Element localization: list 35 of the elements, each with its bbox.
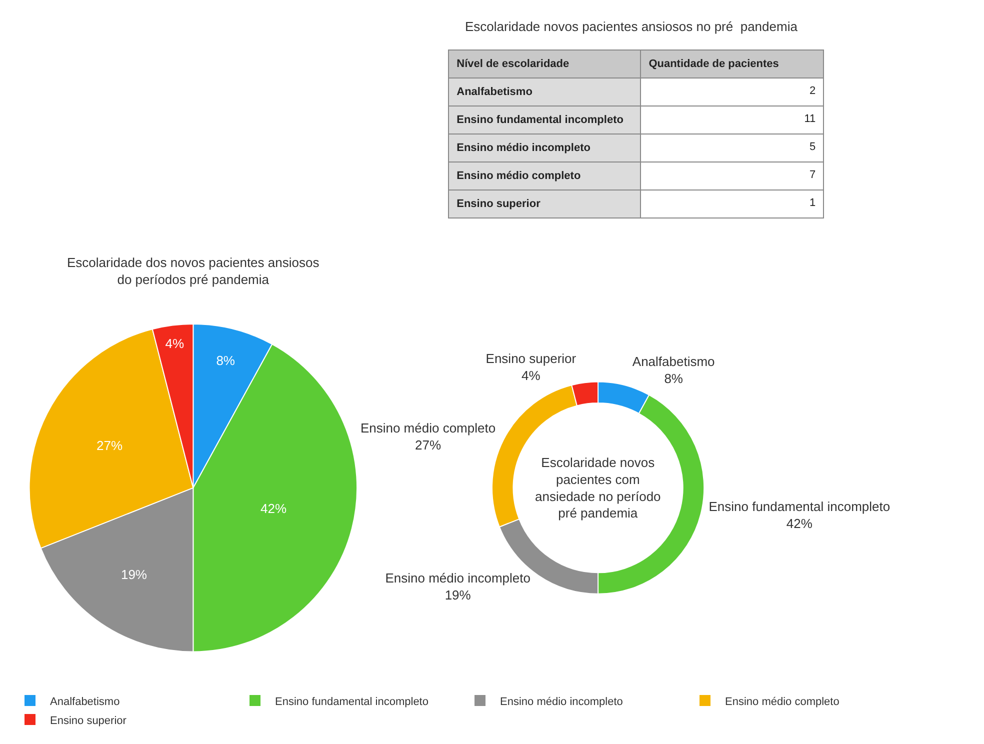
legend-label: Ensino médio incompleto xyxy=(500,696,623,708)
data-label: 11 xyxy=(804,113,816,126)
text: Escolaridade novos pacientes ansiosos no pré pandemia xyxy=(465,19,798,34)
category-label: Ensino médio completo xyxy=(456,170,581,182)
slice-label: Ensino médio completo xyxy=(360,420,496,436)
data-label: 8% xyxy=(216,353,236,368)
category-label: Ensino superior xyxy=(456,198,542,210)
slice-label: Analfabetismo xyxy=(632,354,715,370)
data-label: 8% xyxy=(664,371,684,386)
legend-label: Ensino médio completo xyxy=(725,696,840,708)
data-label: 1 xyxy=(809,197,816,210)
data-label: 4% xyxy=(522,368,541,383)
data-label: 7 xyxy=(809,169,816,182)
chart-title: Escolaridade dos novos pacientes ansiosos do períodos pré pandemia xyxy=(67,255,320,287)
category-label: Ensino fundamental incompleto xyxy=(456,114,624,126)
slice-label: Ensino médio incompleto xyxy=(385,570,530,586)
text: Escolaridade novos pacientes com ansiedade no período pré pandemia xyxy=(535,455,661,521)
text: Quantidade de pacientes xyxy=(648,58,779,70)
legend-label: Ensino superior xyxy=(50,714,127,727)
category-label: Ensino médio incompleto xyxy=(456,142,591,154)
data-label: 42% xyxy=(260,501,288,516)
data-label: 19% xyxy=(120,567,148,582)
data-label: 4% xyxy=(165,336,185,351)
category-label: Analfabetismo xyxy=(456,86,533,98)
slice-label: Ensino superior xyxy=(486,350,577,366)
data-label: 2 xyxy=(809,85,816,98)
data-label: 19% xyxy=(444,587,472,602)
legend-label: Ensino fundamental incompleto xyxy=(275,696,428,708)
data-label: 27% xyxy=(96,438,123,453)
data-label: 42% xyxy=(786,516,813,532)
text: Nível de escolaridade xyxy=(456,58,570,70)
data-label: 5 xyxy=(809,141,816,154)
data-label: 27% xyxy=(414,437,442,452)
slice-label: Ensino fundamental incompleto xyxy=(708,499,890,514)
legend-label: Analfabetismo xyxy=(50,696,120,708)
